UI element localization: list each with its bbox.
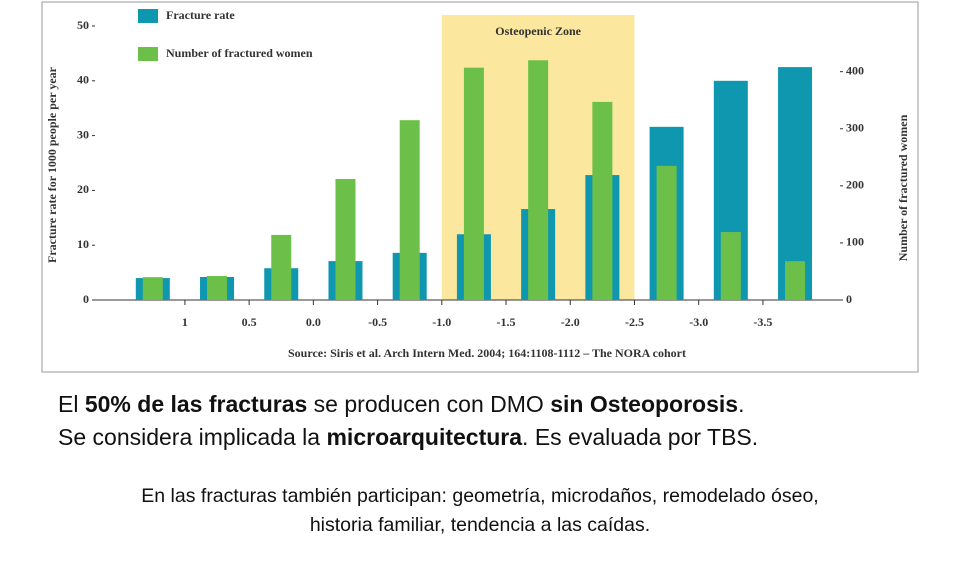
y2-tick-label: 300 — [846, 121, 864, 135]
bar — [335, 178, 356, 300]
bar — [785, 261, 806, 300]
x-tick-label: 0.5 — [242, 315, 257, 329]
x-tick-label: -2.5 — [625, 315, 644, 329]
y2-axis-title: Number of fractured women — [896, 114, 910, 261]
y2-tick-label: 100 — [846, 235, 864, 249]
notes: En las fracturas también participan: geo… — [0, 482, 960, 540]
y-tick-label: 0 — [83, 292, 89, 306]
bold-text: microarquitectura — [326, 424, 523, 450]
x-tick-label: -1.5 — [497, 315, 516, 329]
zone-label: Osteopenic Zone — [495, 24, 581, 38]
source: Source: Siris et al. Arch Intern Med. 20… — [288, 346, 686, 360]
x-tick-label: -2.0 — [561, 315, 580, 329]
legend-swatch — [138, 47, 158, 61]
y-tick-label: 30 — [77, 127, 89, 141]
bar — [271, 234, 292, 300]
note-line: historia familiar, tendencia a las caída… — [309, 514, 651, 536]
legend-swatch — [138, 9, 158, 23]
chart: Osteopenic Zone 0 10 20 30 40 50 0 100 200 300 400 1… — [41, 1, 919, 373]
legend-label: Number of fractured women — [166, 46, 313, 60]
note-line: En las fracturas también participan: geo… — [141, 485, 819, 507]
bar — [463, 67, 484, 300]
x-tick-label: 1 — [182, 315, 188, 329]
chart-frame — [41, 1, 919, 373]
text: . — [738, 391, 745, 417]
x-tick-label: -3.0 — [689, 315, 708, 329]
bar — [207, 276, 228, 300]
x-tick-label: -3.5 — [753, 315, 772, 329]
y-tick-label: 50 — [77, 18, 89, 32]
x-tick-label: -1.0 — [432, 315, 451, 329]
bar — [528, 60, 549, 300]
bold-text: 50% de las fracturas — [84, 391, 308, 417]
y2-tick-label: 400 — [846, 63, 864, 77]
text: . Es evaluada por TBS. — [522, 424, 759, 450]
y2-tick-label: 200 — [846, 178, 864, 192]
bar — [399, 120, 420, 300]
y-axis-title: Fracture rate for 1000 people per year — [45, 66, 59, 263]
text: se producen con DMO — [307, 391, 551, 417]
y-tick-label: 10 — [77, 237, 89, 251]
x-tick-label: -0.5 — [368, 315, 387, 329]
x-tick-label: 0.0 — [306, 315, 321, 329]
bar — [142, 277, 163, 300]
main-text: El 50% de las fracturas se producen con … — [58, 388, 758, 454]
legend-label: Fracture rate — [166, 8, 235, 22]
y2-tick-label: 0 — [846, 292, 852, 306]
text: El — [58, 391, 85, 417]
bar — [656, 165, 677, 300]
bold-text: sin Osteoporosis — [550, 391, 739, 417]
y-tick-label: 40 — [77, 73, 89, 87]
text-line: Se considera implicada la microarquitect… — [58, 421, 758, 454]
bar — [592, 101, 613, 300]
text: Se considera implicada la — [58, 424, 327, 450]
text-line: El 50% de las fracturas se producen con … — [58, 388, 758, 421]
bar — [720, 232, 741, 300]
y-tick-label: 20 — [77, 182, 89, 196]
